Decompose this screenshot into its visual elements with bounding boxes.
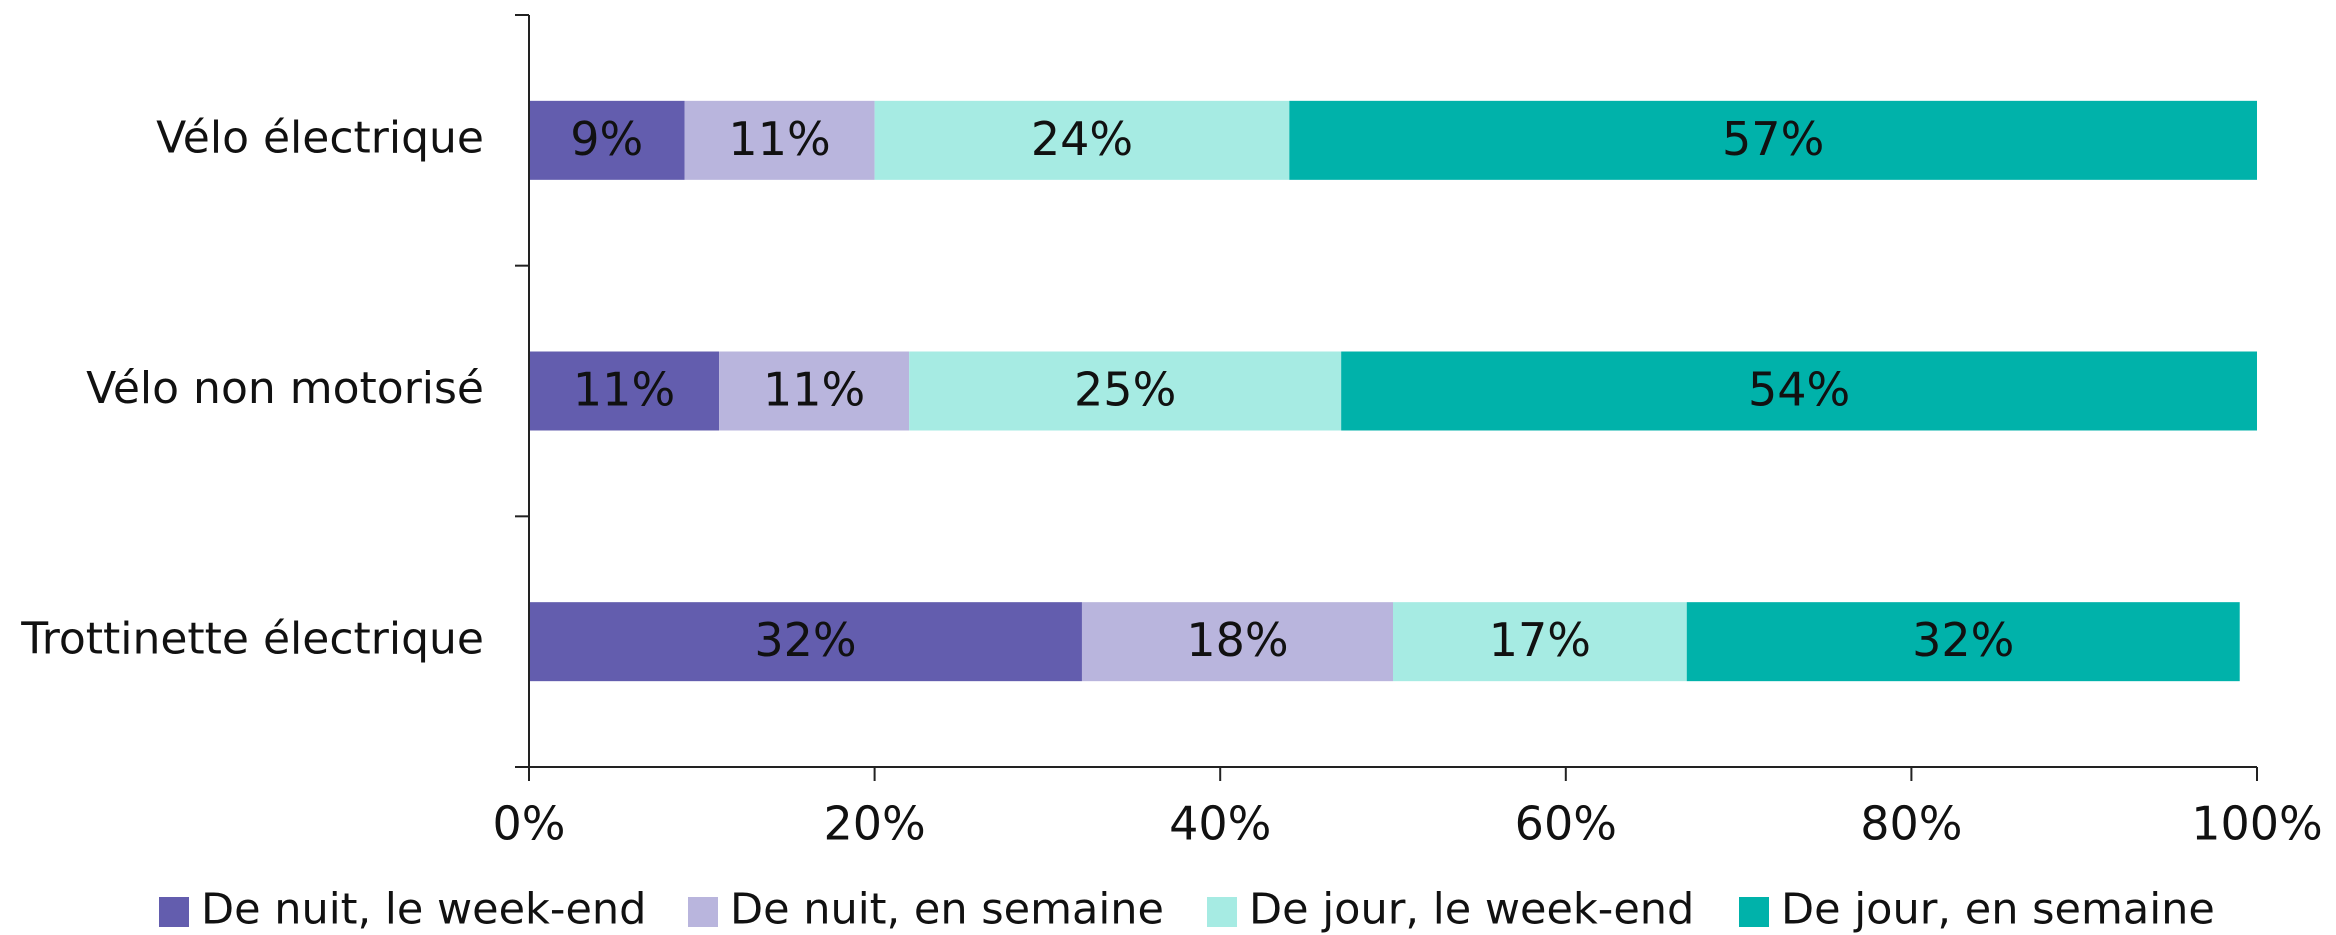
legend-label: De jour, le week-end	[1249, 885, 1694, 935]
value-label: 11%	[763, 363, 865, 417]
bar-segment	[1686, 602, 2240, 682]
bar-segment	[529, 100, 685, 180]
value-label: 11%	[728, 112, 830, 166]
legend-label: De nuit, le week-end	[201, 885, 646, 935]
x-tick-label: 80%	[1860, 797, 1962, 851]
y-tick-label: Vélo électrique	[156, 112, 484, 163]
x-tick-label: 60%	[1515, 797, 1617, 851]
bar-segment	[1081, 602, 1393, 682]
value-label: 18%	[1186, 613, 1288, 667]
bar-segment	[1341, 351, 2257, 431]
legend-label: De jour, en semaine	[1781, 885, 2215, 935]
value-label: 24%	[1031, 112, 1133, 166]
value-label: 32%	[1912, 613, 2014, 667]
bar-segment	[719, 351, 910, 431]
value-label: 57%	[1722, 112, 1824, 166]
value-label: 32%	[754, 613, 856, 667]
bar-segment	[529, 351, 720, 431]
bar-segment	[684, 100, 875, 180]
legend-swatch	[688, 897, 718, 927]
y-tick-label: Trottinette électrique	[20, 614, 484, 665]
x-tick-label: 0%	[493, 797, 566, 851]
bar-segment	[529, 602, 1082, 682]
plot-area	[529, 100, 2257, 682]
value-label: 17%	[1489, 613, 1591, 667]
value-label: 54%	[1748, 363, 1850, 417]
bar-segment	[1289, 100, 2257, 180]
legend-swatch	[1739, 897, 1769, 927]
x-tick-label: 40%	[1169, 797, 1271, 851]
x-tick-label: 20%	[823, 797, 925, 851]
x-tick-label: 100%	[2191, 797, 2323, 851]
value-label: 25%	[1074, 363, 1176, 417]
legend-swatch	[159, 897, 189, 927]
value-label: 9%	[570, 112, 643, 166]
legend-swatch	[1207, 897, 1237, 927]
bar-segment	[874, 100, 1290, 180]
y-tick-label: Vélo non motorisé	[86, 363, 484, 414]
bar-segment	[909, 351, 1342, 431]
bar-segment	[1393, 602, 1687, 682]
value-label: 11%	[573, 363, 675, 417]
legend-label: De nuit, en semaine	[730, 885, 1164, 935]
